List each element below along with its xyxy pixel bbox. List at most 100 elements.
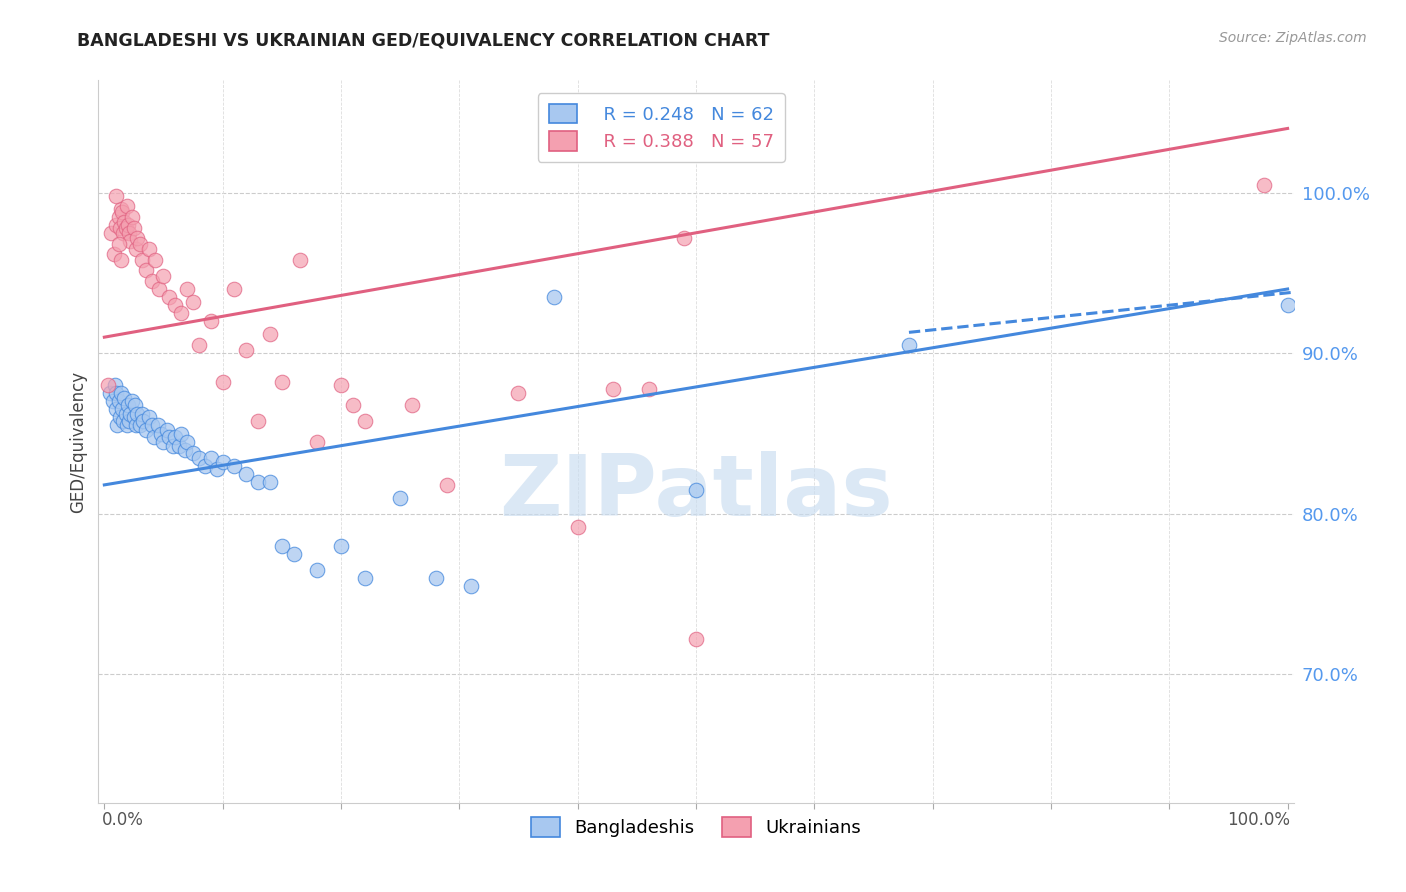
Point xyxy=(389,491,412,505)
Point xyxy=(247,414,270,428)
Point xyxy=(114,214,136,228)
Point xyxy=(122,410,145,425)
Point xyxy=(105,402,128,417)
Point xyxy=(105,386,128,401)
Point xyxy=(685,632,707,646)
Point xyxy=(637,382,659,396)
Point xyxy=(127,407,149,421)
Point xyxy=(122,221,145,235)
Point xyxy=(170,306,193,320)
Point xyxy=(128,237,150,252)
Point xyxy=(114,407,136,421)
Point xyxy=(673,230,696,244)
Point xyxy=(128,418,150,433)
Point xyxy=(114,221,136,235)
Point xyxy=(118,226,141,240)
Y-axis label: GED/Equivalency: GED/Equivalency xyxy=(69,370,87,513)
Point xyxy=(131,253,153,268)
Point xyxy=(111,205,134,219)
Point xyxy=(543,290,565,304)
Point xyxy=(107,394,129,409)
Point xyxy=(224,282,246,296)
Text: BANGLADESHI VS UKRAINIAN GED/EQUIVALENCY CORRELATION CHART: BANGLADESHI VS UKRAINIAN GED/EQUIVALENCY… xyxy=(77,31,770,49)
Point xyxy=(143,430,166,444)
Point xyxy=(353,414,375,428)
Point xyxy=(283,547,305,561)
Point xyxy=(125,242,148,256)
Point xyxy=(247,475,270,489)
Point xyxy=(115,418,138,433)
Point xyxy=(235,467,257,481)
Point xyxy=(108,221,131,235)
Point xyxy=(211,375,233,389)
Point xyxy=(165,298,187,312)
Point xyxy=(120,234,142,248)
Point xyxy=(138,242,160,256)
Point xyxy=(307,434,329,449)
Point xyxy=(104,378,127,392)
Point xyxy=(235,343,257,357)
Point xyxy=(401,398,423,412)
Point xyxy=(188,338,211,352)
Point xyxy=(181,294,204,309)
Point xyxy=(125,418,148,433)
Point xyxy=(118,414,141,428)
Point xyxy=(200,314,222,328)
Point xyxy=(162,439,184,453)
Point xyxy=(259,475,281,489)
Point xyxy=(135,262,157,277)
Text: 0.0%: 0.0% xyxy=(103,811,143,829)
Point xyxy=(150,426,173,441)
Point xyxy=(143,253,166,268)
Point xyxy=(200,450,222,465)
Point xyxy=(188,450,211,465)
Point xyxy=(897,338,920,352)
Point xyxy=(97,378,120,392)
Point xyxy=(107,237,129,252)
Point xyxy=(170,426,193,441)
Point xyxy=(117,218,139,232)
Point xyxy=(270,375,292,389)
Point xyxy=(111,402,134,417)
Point xyxy=(165,430,187,444)
Point xyxy=(211,455,233,469)
Point xyxy=(460,579,482,593)
Point xyxy=(120,407,142,421)
Point xyxy=(259,326,281,341)
Point xyxy=(114,391,136,405)
Point xyxy=(110,202,132,216)
Point xyxy=(138,410,160,425)
Point xyxy=(173,442,195,457)
Point xyxy=(1253,178,1275,192)
Point xyxy=(105,189,128,203)
Point xyxy=(152,434,174,449)
Point xyxy=(307,563,329,577)
Point xyxy=(110,386,132,401)
Point xyxy=(98,386,121,401)
Point xyxy=(131,407,153,421)
Point xyxy=(602,382,624,396)
Point xyxy=(176,434,198,449)
Text: 100.0%: 100.0% xyxy=(1227,811,1289,829)
Point xyxy=(567,519,589,533)
Text: Source: ZipAtlas.com: Source: ZipAtlas.com xyxy=(1219,31,1367,45)
Point xyxy=(127,230,149,244)
Point xyxy=(100,226,122,240)
Point xyxy=(270,539,292,553)
Point xyxy=(353,571,375,585)
Point xyxy=(103,246,125,260)
Point xyxy=(1277,298,1299,312)
Point xyxy=(107,210,129,224)
Point xyxy=(224,458,246,473)
Point xyxy=(176,282,198,296)
Point xyxy=(148,282,170,296)
Point xyxy=(157,290,180,304)
Point xyxy=(121,210,143,224)
Point xyxy=(141,418,163,433)
Point xyxy=(508,386,530,401)
Legend: Bangladeshis, Ukrainians: Bangladeshis, Ukrainians xyxy=(524,810,868,845)
Point xyxy=(330,378,353,392)
Point xyxy=(342,398,364,412)
Point xyxy=(115,198,138,212)
Point xyxy=(685,483,707,497)
